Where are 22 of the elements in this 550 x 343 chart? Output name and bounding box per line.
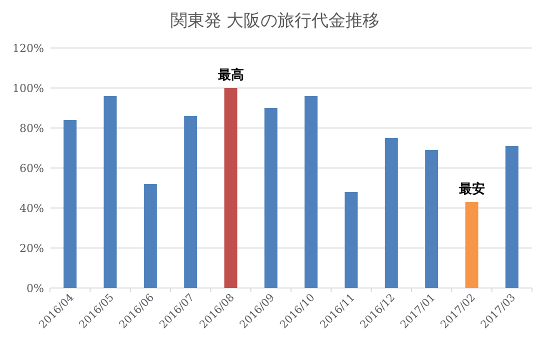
- bar: [104, 96, 117, 288]
- bar: [184, 116, 198, 288]
- bar: [425, 150, 438, 288]
- chart-title: 関東発 大阪の旅行代金推移: [170, 11, 380, 31]
- bar: [505, 146, 518, 288]
- bar: [304, 96, 318, 288]
- bar: [384, 138, 398, 288]
- y-tick-label: 120%: [12, 42, 44, 55]
- bar: [465, 202, 478, 288]
- y-tick-label: 60%: [20, 162, 44, 175]
- bar: [144, 184, 157, 288]
- y-tick-label: 100%: [12, 82, 44, 95]
- bar: [64, 120, 77, 288]
- y-tick-label: 40%: [20, 202, 44, 215]
- y-tick-label: 0%: [26, 282, 44, 295]
- bar: [264, 108, 278, 288]
- bar: [224, 88, 238, 288]
- bar: [344, 192, 358, 288]
- annotation: 最高: [216, 67, 244, 83]
- annotation: 最安: [458, 181, 485, 197]
- y-tick-label: 20%: [20, 242, 44, 255]
- y-tick-label: 80%: [20, 122, 44, 135]
